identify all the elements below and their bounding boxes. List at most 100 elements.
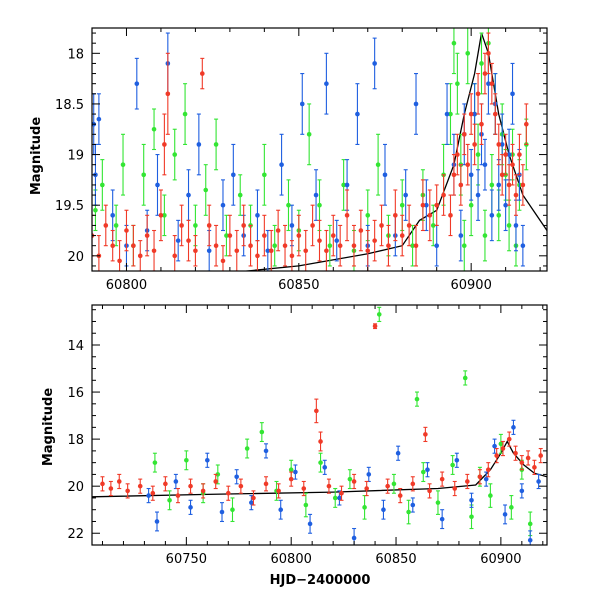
top-red-point <box>427 189 433 242</box>
top-red-point <box>213 224 219 267</box>
top-blue-point <box>265 229 271 271</box>
top-red-point <box>289 240 295 271</box>
top-red-point <box>317 219 322 262</box>
top-red-point <box>131 224 136 267</box>
top-blue-point <box>255 189 260 242</box>
top-red-point <box>393 189 398 242</box>
bottom-green-point <box>167 490 172 511</box>
top-red-point <box>420 179 426 232</box>
bottom-x-tick-label: 60800 <box>271 552 312 567</box>
bottom-blue-point <box>511 419 516 435</box>
bottom-blue-point <box>381 499 386 520</box>
bottom-y-tick-label: 16 <box>67 386 84 401</box>
top-blue-point <box>355 83 360 145</box>
top-blue-point <box>324 52 329 115</box>
bottom-green-point <box>303 492 309 518</box>
top-green-point <box>203 164 209 216</box>
top-y-tick-label: 20 <box>67 250 84 265</box>
top-green-point <box>120 133 126 196</box>
bottom-red-point <box>301 480 307 497</box>
bottom-red-point <box>485 462 491 478</box>
top-red-point <box>379 204 384 247</box>
bottom-red-point <box>137 478 143 494</box>
bottom-green-point <box>509 495 514 520</box>
top-blue-point <box>496 159 502 211</box>
top-green-point <box>451 28 457 75</box>
top-red-point <box>406 204 412 247</box>
top-blue-point <box>299 73 305 135</box>
top-red-point <box>303 229 309 271</box>
top-red-point <box>365 229 371 271</box>
bottom-blue-point <box>527 530 533 545</box>
bottom-blue-point <box>263 443 269 459</box>
top-blue-point <box>186 169 191 221</box>
top-red-point <box>241 204 246 247</box>
top-red-point <box>337 224 343 267</box>
top-green-point <box>306 103 312 166</box>
bottom-green-point <box>469 504 474 530</box>
bottom-blue-point <box>425 462 430 478</box>
bottom-red-point <box>397 487 403 504</box>
bottom-green-point <box>450 455 455 475</box>
bottom-red-point <box>150 485 156 501</box>
top-red-point <box>472 123 477 166</box>
top-blue-point <box>503 179 508 232</box>
bottom-green-point <box>406 499 411 525</box>
top-red-point <box>206 204 212 247</box>
bottom-model-curve <box>92 440 547 498</box>
top-green-point <box>100 159 105 211</box>
top-panel: 60800 60850 60900 18 18.5 19 19.5 20 Magnitude <box>29 27 548 293</box>
top-green-point <box>506 199 512 252</box>
top-red-point <box>262 214 267 257</box>
top-blue-point <box>489 189 495 242</box>
bottom-blue-point <box>234 469 239 485</box>
top-red-point <box>227 214 233 257</box>
top-blue-point <box>279 133 284 196</box>
bottom-red-point <box>494 447 499 464</box>
top-red-point <box>124 209 129 252</box>
top-green-point <box>182 83 188 145</box>
bottom-red-point <box>513 445 518 461</box>
bottom-blue-point <box>483 471 489 487</box>
top-red-point <box>486 32 491 75</box>
bottom-red-point <box>238 478 244 494</box>
top-blue-point <box>313 169 319 221</box>
top-y-tick-label: 19.5 <box>55 199 84 214</box>
bottom-red-point <box>125 483 130 499</box>
bottom-green-point <box>230 497 235 523</box>
bottom-axis-ticks: 60750 60800 60850 60900 14 16 18 20 22 <box>67 305 547 567</box>
bottom-red-point <box>500 440 506 457</box>
top-plot-frame <box>91 27 548 272</box>
top-red-point <box>162 113 167 176</box>
top-green-point <box>113 204 119 247</box>
top-red-point <box>479 103 484 145</box>
bottom-red-point <box>532 459 537 475</box>
top-red-point <box>520 164 526 206</box>
top-blue-point <box>231 143 236 206</box>
bottom-x-tick-label: 60900 <box>480 552 521 567</box>
top-red-point <box>144 214 150 257</box>
top-red-point <box>455 133 460 176</box>
top-blue-point <box>458 209 464 262</box>
bottom-blue-point <box>173 473 179 490</box>
top-axis-ticks: 60800 60850 60900 18 18.5 19 19.5 20 <box>55 28 547 293</box>
bottom-y-tick-label: 20 <box>67 480 84 495</box>
top-red-point <box>503 133 508 176</box>
bottom-red-point <box>263 476 269 492</box>
top-y-tick-label: 18 <box>67 47 84 62</box>
bottom-blue-point <box>154 511 160 532</box>
top-green-point <box>286 179 291 232</box>
top-blue-point <box>424 179 429 232</box>
top-blue-point <box>134 57 140 110</box>
top-y-tick-label: 18.5 <box>55 98 84 113</box>
bottom-red-point <box>175 487 181 504</box>
top-blue-point <box>482 138 488 191</box>
bottom-y-tick-label: 18 <box>67 433 84 448</box>
top-red-point <box>179 204 184 247</box>
top-red-point <box>475 73 481 115</box>
top-green-point <box>375 133 381 196</box>
top-red-point <box>282 224 288 267</box>
top-green-point <box>224 214 229 257</box>
top-red-point <box>386 224 391 267</box>
top-x-tick-label: 60850 <box>278 278 319 293</box>
